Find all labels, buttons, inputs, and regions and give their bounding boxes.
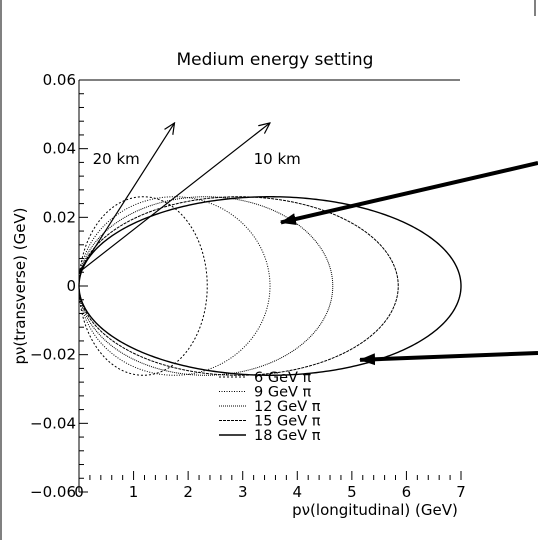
annotation-rays: 20 km 10 km xyxy=(78,123,301,273)
x-tick-label: 5 xyxy=(347,483,357,501)
y-tick-label: −0.06 xyxy=(30,483,76,501)
y-tick-label: 0.04 xyxy=(43,140,76,158)
x-tick-label: 2 xyxy=(183,483,193,501)
series-curve xyxy=(78,196,334,376)
y-tick-label: −0.02 xyxy=(30,346,76,364)
x-tick-label: 1 xyxy=(129,483,139,501)
y-tick-label: 0 xyxy=(66,277,76,295)
x-ticks: 0 1 2 3 4 5 6 7 xyxy=(74,471,466,501)
pointer-arrows xyxy=(279,161,538,366)
series-curve xyxy=(78,196,208,376)
distance-ray xyxy=(78,123,175,273)
y-tick-label: 0.06 xyxy=(43,71,76,89)
y-axis-label: pν(transverse) (GeV) xyxy=(11,207,29,364)
x-axis-label: pν(longitudinal) (GeV) xyxy=(292,501,458,519)
x-tick-label: 4 xyxy=(293,483,303,501)
distance-ray xyxy=(78,123,270,273)
chart-title: Medium energy setting xyxy=(177,50,374,70)
legend-label: 18 GeV π xyxy=(254,428,321,444)
x-tick-label: 6 xyxy=(402,483,412,501)
ray-label: 10 km xyxy=(254,150,301,168)
y-tick-label: −0.04 xyxy=(30,414,76,432)
x-tick-label: 3 xyxy=(238,483,248,501)
pointer-arrow xyxy=(359,351,538,366)
ray-label: 20 km xyxy=(93,150,140,168)
series-curve xyxy=(78,196,399,376)
x-tick-label: 7 xyxy=(456,483,466,501)
legend-label: 12 GeV π xyxy=(254,399,321,415)
series-curve xyxy=(78,196,462,376)
legend: 6 GeV π9 GeV π12 GeV π15 GeV π18 GeV π xyxy=(219,370,321,444)
legend-label: 6 GeV π xyxy=(254,370,312,386)
x-tick-label: 0 xyxy=(74,483,84,501)
y-tick-label: 0.02 xyxy=(43,208,76,226)
series-curve xyxy=(78,196,271,376)
legend-label: 15 GeV π xyxy=(254,414,321,430)
series-curves xyxy=(78,196,462,376)
pointer-arrow xyxy=(279,161,538,225)
legend-label: 9 GeV π xyxy=(254,385,312,401)
